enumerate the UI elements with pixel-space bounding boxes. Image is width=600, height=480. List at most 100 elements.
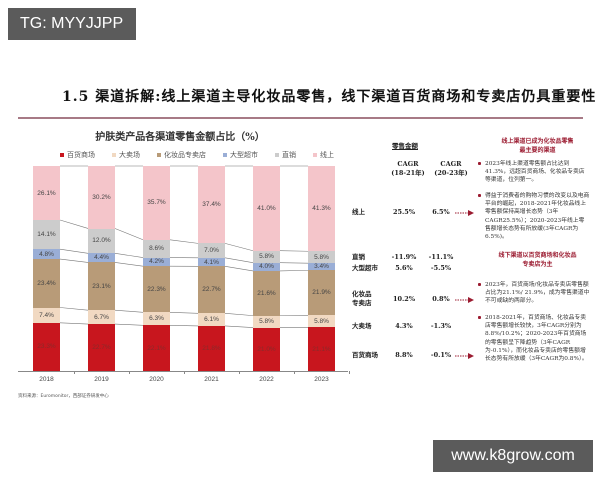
table-cell-cagr-18-21: 25.5% xyxy=(392,208,415,216)
bar-segment: 23.4% xyxy=(33,259,60,308)
bar-segment: 5.8% xyxy=(253,315,280,328)
x-axis xyxy=(18,371,348,372)
note-offline-title: 线下渠道以百货商场和化妆品 专卖店为主 xyxy=(485,251,590,269)
bar-2022: 21.0% 5.8% 21.6% 4.0% 5.8% 41.0% xyxy=(253,166,280,371)
x-tick xyxy=(349,371,350,374)
bar-2023: 21.1% 5.8% 21.9% 3.4% 5.8% 41.3% xyxy=(308,166,335,371)
legend-swatch-icon xyxy=(60,153,64,157)
bar-segment: 8.6% xyxy=(143,239,170,258)
legend-item: 百货商场 xyxy=(60,150,95,160)
bar-segment: 23.1% xyxy=(88,262,115,311)
col-sub-label: (18-21年) xyxy=(391,169,425,177)
bar-2019: 22.7% 6.7% 23.1% 4.4% 12.0% 30.2% xyxy=(88,166,115,371)
bar-segment: 4.0% xyxy=(253,262,280,271)
bar-segment: 4.8% xyxy=(33,249,60,260)
bar-segment: 41.0% xyxy=(253,166,280,251)
title-divider xyxy=(18,117,583,119)
col-label: CAGR xyxy=(440,160,462,168)
x-tick-label: 2023 xyxy=(314,376,329,383)
bar-segment: 35.7% xyxy=(143,166,170,240)
table-cell-cagr-18-21: 8.8% xyxy=(395,351,413,359)
bar-segment: 4.1% xyxy=(198,257,225,267)
page-title: 1.5 渠道拆解:线上渠道主导化妆品零售，线下渠道百货商场和专卖店仍具重要性 xyxy=(62,89,597,105)
legend-item: 化妆品专卖店 xyxy=(157,150,206,160)
table-cell-cagr-20-23: 6.5% xyxy=(432,208,450,216)
legend-label: 大型超市 xyxy=(230,151,258,159)
x-tick-label: 2021 xyxy=(204,376,219,383)
bar-2020: 22.1% 6.3% 22.3% 4.2% 8.6% 35.7% xyxy=(143,166,170,371)
bar-segment: 21.1% xyxy=(308,327,335,371)
table-cell-cagr-20-23: -11.1% xyxy=(428,253,454,261)
x-tick-label: 2022 xyxy=(259,376,274,383)
legend-item: 大型超市 xyxy=(223,150,258,160)
bullet-text: 2018-2021年，百货商场、化妆品专卖店零售额增长较快，3年CAGR分别为8… xyxy=(485,315,588,363)
table-cell-cagr-18-21: -11.9% xyxy=(391,253,417,261)
legend-label: 线上 xyxy=(320,151,334,159)
label-line: 化妆品 xyxy=(352,290,372,298)
table-cell-cagr-18-21: 10.2% xyxy=(392,295,415,303)
legend-label: 直销 xyxy=(282,151,296,159)
legend-item: 大卖场 xyxy=(112,150,140,160)
chart-legend: 百货商场 大卖场 化妆品专卖店 大型超市 直销 线上 xyxy=(60,150,334,160)
bar-segment: 3.4% xyxy=(308,263,335,271)
bar-segment: 26.1% xyxy=(33,166,60,221)
legend-label: 大卖场 xyxy=(119,151,140,159)
note-offline-bullet-1: 2023年，百货商场/化妆品专卖店零售额占比为21.1%/ 21.9%，成为零售… xyxy=(478,281,590,306)
bar-segment: 21.0% xyxy=(253,327,280,371)
bar-segment: 6.1% xyxy=(198,313,225,326)
bar-segment: 21.8% xyxy=(198,325,225,371)
col-label: CAGR xyxy=(397,160,419,168)
bar-segment: 37.4% xyxy=(198,166,225,244)
table-row-label: 直销 xyxy=(352,253,365,261)
table-row-label: 线上 xyxy=(352,208,365,216)
table-col-cagr-18-21: CAGR (18-21年) xyxy=(385,160,431,178)
note-title-line: 最主要的渠道 xyxy=(519,147,556,154)
bar-2018: 23.3% 7.4% 23.4% 4.8% 14.1% 26.1% xyxy=(33,166,60,371)
bar-segment: 6.7% xyxy=(88,310,115,325)
table-row-label: 化妆品 专卖店 xyxy=(352,290,372,308)
bar-segment: 23.3% xyxy=(33,322,60,371)
note-title-line: 线上渠道已成为化妆品零售 xyxy=(501,138,574,145)
table-row-label: 大卖场 xyxy=(352,322,372,330)
x-tick xyxy=(239,371,240,374)
bullet-icon xyxy=(478,162,481,165)
table-col-cagr-20-23: CAGR (20-23年) xyxy=(428,160,474,178)
note-online-title: 线上渠道已成为化妆品零售 最主要的渠道 xyxy=(485,137,590,155)
bar-segment: 22.3% xyxy=(143,266,170,313)
bullet-icon xyxy=(478,283,481,286)
note-title-line: 线下渠道以百货商场和化妆品 xyxy=(498,252,577,259)
source-note: 资料来源：Euromonitor，西部证券研发中心 xyxy=(18,394,109,399)
legend-item: 直销 xyxy=(275,150,296,160)
table-cell-cagr-20-23: -0.1% xyxy=(430,351,452,359)
table-cell-cagr-20-23: -1.3% xyxy=(430,322,452,330)
x-tick-label: 2019 xyxy=(94,376,109,383)
bar-segment: 22.7% xyxy=(198,266,225,314)
arrow-right-icon xyxy=(455,297,474,303)
x-tick xyxy=(129,371,130,374)
legend-swatch-icon xyxy=(223,153,227,157)
table-header: 零售金额 xyxy=(392,142,418,150)
x-tick-label: 2020 xyxy=(149,376,164,383)
x-tick-label: 2018 xyxy=(39,376,54,383)
arrow-right-icon xyxy=(455,210,474,216)
bullet-text: 得益于消费者的购物习惯的改变以及电商平台的崛起，2018-2021年化妆品线上零… xyxy=(485,193,590,241)
bar-segment: 5.8% xyxy=(308,251,335,264)
note-offline-bullet-2: 2018-2021年，百货商场、化妆品专卖店零售额增长较快，3年CAGR分别为8… xyxy=(478,314,590,363)
bullet-text: 2023年，百货商场/化妆品专卖店零售额占比为21.1%/ 21.9%，成为零售… xyxy=(485,282,590,305)
x-tick xyxy=(184,371,185,374)
legend-label: 化妆品专卖店 xyxy=(164,151,206,159)
bar-segment: 21.6% xyxy=(253,271,280,316)
legend-swatch-icon xyxy=(112,153,116,157)
bar-segment: 7.4% xyxy=(33,307,60,323)
table-row-label: 大型超市 xyxy=(352,264,378,272)
legend-item: 线上 xyxy=(313,150,334,160)
watermark-bottom: www.k8grow.com xyxy=(433,440,593,472)
bar-segment: 22.7% xyxy=(88,324,115,371)
bullet-icon xyxy=(478,316,481,319)
bar-segment: 41.3% xyxy=(308,166,335,252)
legend-swatch-icon xyxy=(157,153,161,157)
chart-title: 护肤类产品各渠道零售金额占比（%） xyxy=(95,132,265,143)
bar-segment: 5.8% xyxy=(253,250,280,263)
table-cell-cagr-18-21: 5.6% xyxy=(395,264,413,272)
table-cell-cagr-20-23: -5.5% xyxy=(430,264,452,272)
